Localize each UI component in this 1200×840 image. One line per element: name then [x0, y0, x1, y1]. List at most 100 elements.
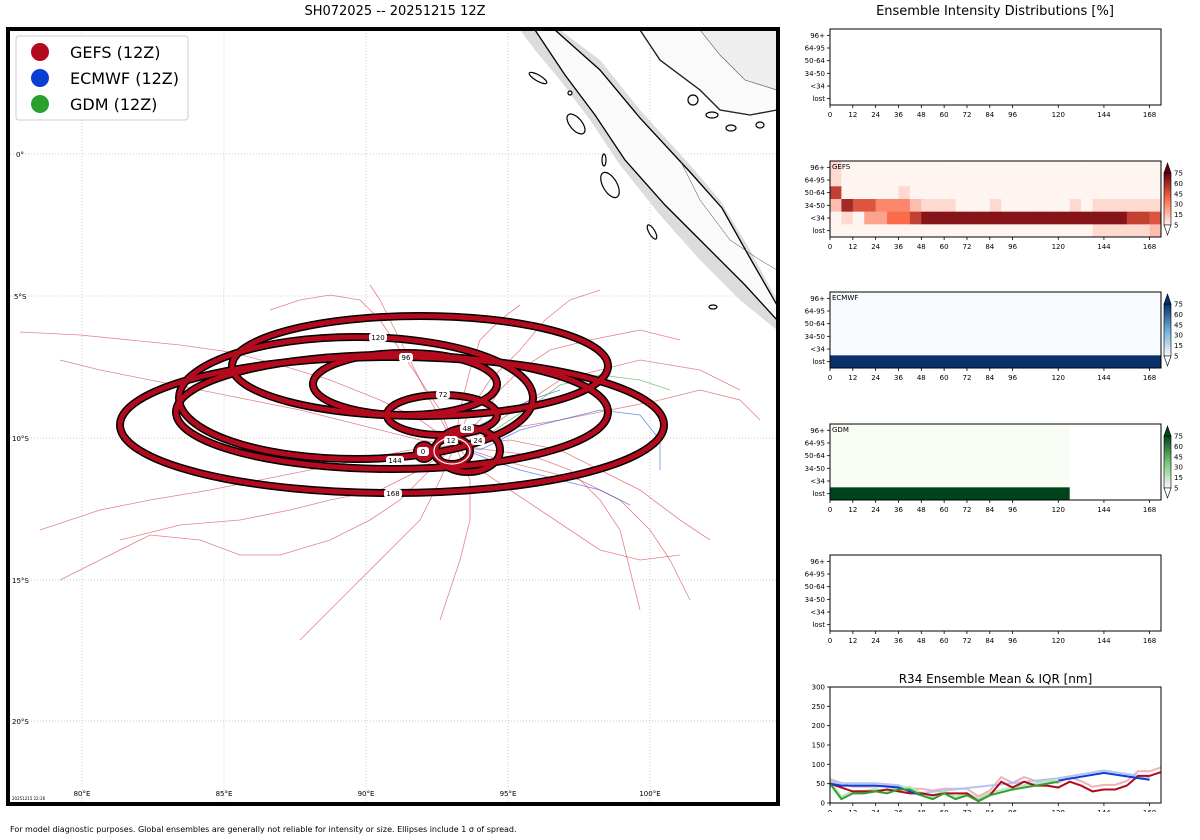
- gefs-cell: [1046, 161, 1059, 174]
- hour-label: 0: [828, 243, 832, 251]
- category-label: 64-95: [805, 177, 825, 185]
- gefs-cell: [966, 224, 979, 238]
- gefs-cell: [1046, 186, 1059, 200]
- land: [520, 30, 777, 330]
- category-label: <34: [810, 609, 825, 617]
- gefs-cell: [1001, 199, 1013, 212]
- gefs-cell: [909, 161, 922, 174]
- svg-text:120: 120: [371, 334, 384, 342]
- gefs-cell: [932, 186, 945, 200]
- gefs-cell: [1058, 211, 1070, 225]
- colorbar-tick: 45: [1174, 321, 1183, 329]
- legend-ecmwf-marker: [31, 69, 49, 87]
- hour-label: 0: [828, 506, 832, 514]
- hour-label: 168: [1143, 111, 1156, 119]
- lat-tick: 10°S: [12, 435, 29, 443]
- hour-label: 144: [1097, 243, 1111, 251]
- gefs-cell: [841, 186, 854, 200]
- colorbar-tick: 60: [1174, 443, 1183, 451]
- gefs-cell: [830, 173, 842, 187]
- gefs-cell: [1138, 186, 1150, 200]
- hour-label: 96: [1008, 243, 1017, 251]
- gefs-cell: [864, 224, 876, 238]
- hour-label: 36: [894, 506, 903, 514]
- gdm-cell: [830, 424, 1070, 488]
- gefs-cell: [1126, 186, 1139, 200]
- hour-label: 120: [1052, 374, 1065, 382]
- gefs-cell: [875, 161, 888, 174]
- category-label: 34-50: [805, 333, 825, 341]
- hour-label: 60: [940, 637, 949, 645]
- category-label: <34: [810, 83, 825, 91]
- r34-title: R34 Ensemble Mean & IQR [nm]: [899, 672, 1093, 686]
- hour-label: 144: [1097, 374, 1111, 382]
- hour-label: 72: [963, 506, 972, 514]
- r34-y-label: 200: [812, 722, 825, 730]
- gefs-cell: [1092, 186, 1105, 200]
- gefs-cell: [1001, 173, 1013, 187]
- gefs-cell: [841, 161, 854, 174]
- hour-label: 144: [1097, 637, 1111, 645]
- gefs-cell: [989, 161, 1002, 174]
- svg-text:72: 72: [439, 391, 448, 399]
- gefs-cell: [989, 186, 1002, 200]
- gefs-cell: [830, 224, 842, 238]
- r34-iqr-line: [829, 766, 1162, 798]
- category-label: 96+: [810, 32, 825, 40]
- gefs-cell: [1103, 161, 1116, 174]
- category-label: <34: [810, 346, 825, 354]
- gefs-cell: [841, 224, 854, 238]
- hour-label: 60: [940, 111, 949, 119]
- category-label: lost: [812, 227, 825, 235]
- gefs-cell: [875, 211, 888, 225]
- gefs-cell: [1058, 186, 1070, 200]
- lon-tick: 85°E: [216, 790, 233, 798]
- svg-text:12: 12: [447, 437, 456, 445]
- category-label: 50-64: [805, 452, 826, 460]
- gefs-cell: [841, 199, 854, 212]
- lon-tick: 90°E: [358, 790, 375, 798]
- ellipse-label-12: 12: [444, 436, 458, 445]
- r34-y-label: 100: [812, 761, 825, 769]
- ensemble-tracks: [19, 284, 761, 641]
- gefs-cell: [955, 199, 968, 212]
- hour-label: 24: [871, 506, 880, 514]
- gefs-cell: [1024, 186, 1036, 200]
- gefs-cell: [966, 161, 979, 174]
- gefs-cell: [1092, 161, 1105, 174]
- gefs-cell: [1138, 161, 1150, 174]
- gefs-cell: [898, 161, 911, 174]
- gefs-cell: [1092, 173, 1105, 187]
- spread-ellipses: [116, 312, 668, 497]
- gefs-cell: [1115, 224, 1128, 238]
- gefs-cell: [1012, 173, 1025, 187]
- lon-tick: 80°E: [74, 790, 91, 798]
- r34-hour-label: 168: [1143, 809, 1156, 812]
- gefs-cell: [978, 186, 991, 200]
- category-label: lost: [812, 358, 825, 366]
- gefs-cell: [1069, 211, 1082, 225]
- gefs-cell: [1069, 186, 1082, 200]
- category-label: 64-95: [805, 45, 825, 53]
- hour-label: 72: [963, 374, 972, 382]
- hour-label: 48: [917, 111, 926, 119]
- gefs-cell: [955, 211, 968, 225]
- gefs-cell: [1081, 186, 1093, 200]
- gefs-cell: [1081, 199, 1093, 212]
- gefs-cell: [978, 199, 991, 212]
- gefs-cell: [898, 211, 911, 225]
- colorbar-1: 75 60 45 30 15 5: [1163, 162, 1183, 236]
- hour-label: 120: [1052, 637, 1065, 645]
- gefs-cell: [1058, 161, 1070, 174]
- svg-text:96: 96: [402, 354, 411, 362]
- colorbar-tick: 75: [1174, 301, 1183, 309]
- panel-frame: [829, 554, 1162, 632]
- hour-label: 72: [963, 111, 972, 119]
- r34-mean-line: [1058, 771, 1150, 782]
- r34-hour-label: 48: [917, 809, 926, 812]
- gefs-cell: [1069, 224, 1082, 238]
- r34-hour-label: 144: [1097, 809, 1111, 812]
- gefs-cell: [1069, 199, 1082, 212]
- category-label: 34-50: [805, 596, 825, 604]
